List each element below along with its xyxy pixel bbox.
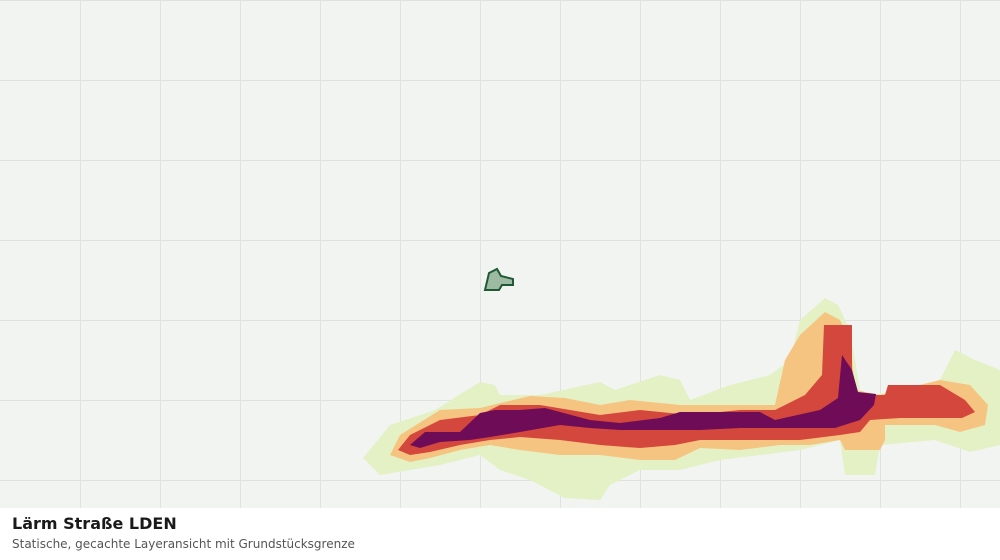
map-subtitle: Statische, gecachte Layeransicht mit Gru…: [12, 537, 355, 551]
noise-zone-very-high: [410, 355, 876, 448]
caption: Lärm Straße LDEN Statische, gecachte Lay…: [0, 508, 1000, 560]
map: [0, 0, 1000, 508]
map-title: Lärm Straße LDEN: [12, 514, 177, 533]
parcel-boundary: [483, 267, 514, 291]
